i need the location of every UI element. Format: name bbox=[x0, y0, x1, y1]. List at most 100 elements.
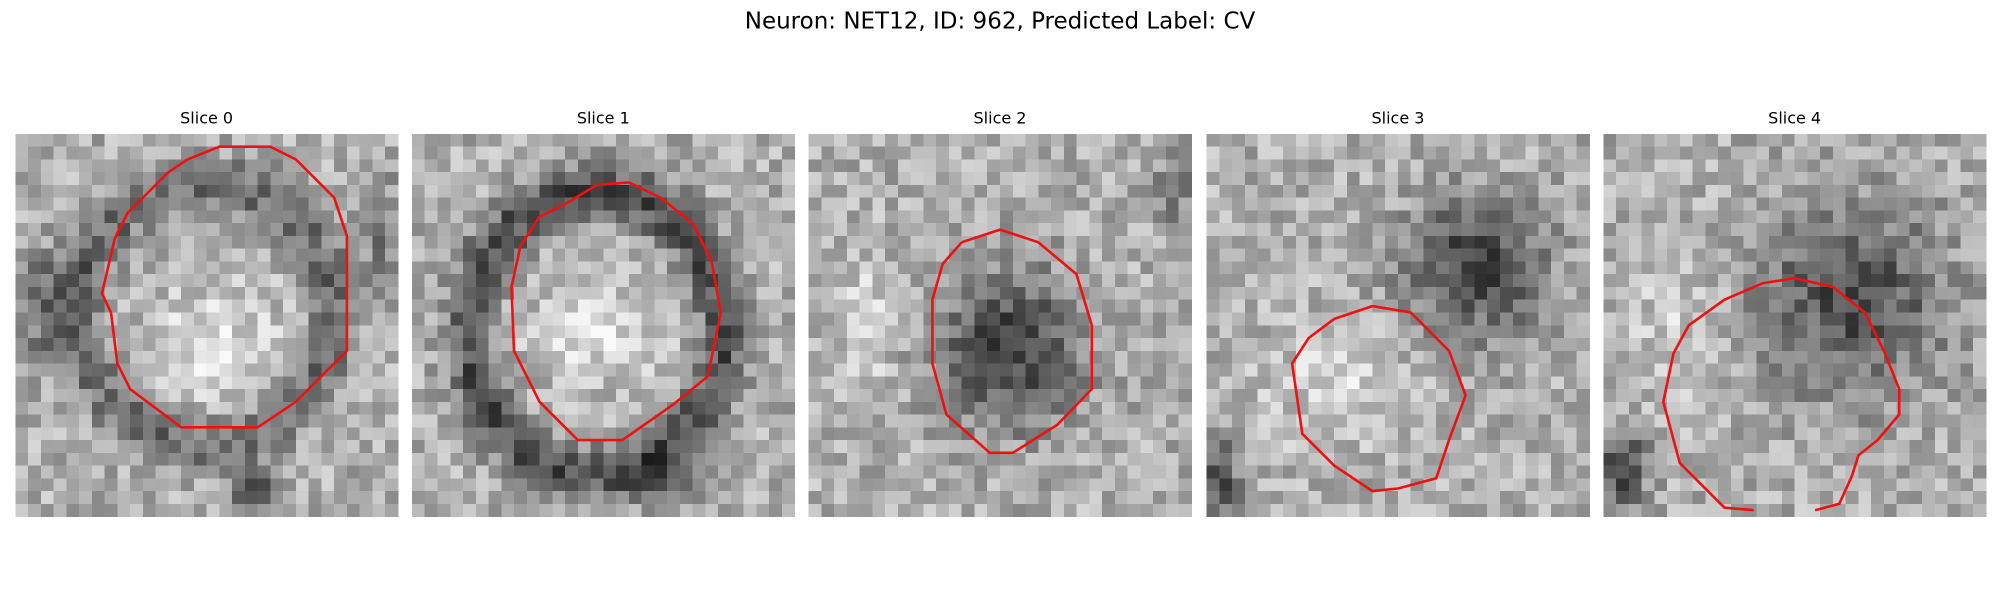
pixel bbox=[1178, 197, 1192, 211]
pixel bbox=[526, 363, 541, 377]
pixel bbox=[1232, 452, 1246, 467]
pixel bbox=[834, 363, 848, 377]
pixel bbox=[1563, 452, 1578, 467]
pixel bbox=[385, 172, 399, 186]
pixel bbox=[1743, 146, 1757, 160]
pixel bbox=[1500, 286, 1514, 301]
pixel bbox=[1781, 376, 1796, 390]
pixel bbox=[1423, 210, 1437, 224]
pixel bbox=[1436, 478, 1450, 492]
pixel bbox=[743, 376, 757, 390]
pixel bbox=[1461, 427, 1475, 441]
pixel bbox=[450, 465, 464, 479]
pixel bbox=[1769, 491, 1783, 505]
pixel bbox=[743, 299, 757, 313]
pixel bbox=[1397, 172, 1412, 186]
pixel bbox=[1102, 376, 1116, 390]
pixel bbox=[1012, 491, 1027, 505]
pixel bbox=[897, 159, 912, 173]
pixel bbox=[15, 210, 29, 224]
pixel bbox=[1410, 210, 1424, 224]
pixel bbox=[846, 491, 861, 505]
pixel bbox=[385, 363, 399, 377]
pixel bbox=[385, 389, 399, 403]
pixel bbox=[91, 312, 106, 326]
pixel bbox=[1603, 210, 1617, 224]
pixel bbox=[488, 376, 502, 390]
pixel bbox=[244, 286, 259, 301]
pixel bbox=[411, 184, 426, 199]
pixel bbox=[244, 414, 259, 428]
pixel bbox=[1436, 363, 1450, 377]
pixel bbox=[1654, 248, 1668, 262]
pixel bbox=[654, 414, 668, 428]
pixel bbox=[743, 452, 757, 467]
pixel bbox=[1832, 248, 1847, 262]
pixel bbox=[1616, 491, 1630, 505]
pixel bbox=[359, 465, 373, 479]
pixel bbox=[654, 274, 668, 288]
pixel bbox=[1038, 491, 1052, 505]
pixel bbox=[1474, 146, 1488, 160]
pixel bbox=[168, 184, 182, 199]
pixel bbox=[346, 427, 361, 441]
pixel bbox=[359, 197, 373, 211]
pixel bbox=[488, 133, 502, 148]
pixel bbox=[359, 248, 373, 262]
pixel bbox=[117, 235, 131, 250]
pixel bbox=[948, 376, 963, 390]
pixel bbox=[1089, 299, 1103, 313]
pixel bbox=[1922, 223, 1936, 237]
pixel bbox=[577, 401, 592, 416]
pixel bbox=[1922, 440, 1936, 454]
pixel bbox=[781, 286, 796, 301]
pixel bbox=[1219, 401, 1233, 416]
pixel bbox=[359, 350, 373, 365]
pixel bbox=[1321, 478, 1335, 492]
pixel bbox=[450, 401, 464, 416]
pixel bbox=[424, 172, 438, 186]
pixel bbox=[679, 261, 694, 275]
pixel bbox=[1461, 248, 1475, 262]
pixel bbox=[424, 376, 438, 390]
pixel bbox=[334, 478, 348, 492]
pixel bbox=[565, 440, 579, 454]
pixel bbox=[1525, 401, 1539, 416]
pixel bbox=[1883, 223, 1898, 237]
pixel bbox=[1127, 261, 1141, 275]
pixel bbox=[1794, 414, 1808, 428]
pixel bbox=[168, 401, 182, 416]
pixel bbox=[1922, 146, 1936, 160]
pixel bbox=[1769, 503, 1783, 518]
pixel bbox=[718, 184, 732, 199]
pixel bbox=[769, 159, 783, 173]
pixel bbox=[654, 503, 668, 518]
pixel bbox=[667, 503, 681, 518]
pixel bbox=[756, 503, 770, 518]
pixel bbox=[1616, 235, 1630, 250]
pixel bbox=[1807, 440, 1821, 454]
pixel bbox=[463, 350, 477, 365]
pixel bbox=[872, 261, 886, 275]
pixel bbox=[1114, 248, 1129, 262]
pixel bbox=[1102, 465, 1116, 479]
pixel bbox=[1178, 235, 1192, 250]
pixel bbox=[1461, 376, 1475, 390]
pixel bbox=[1692, 376, 1706, 390]
pixel bbox=[1730, 363, 1745, 377]
pixel bbox=[1794, 197, 1808, 211]
pixel bbox=[270, 325, 284, 339]
pixel bbox=[411, 350, 426, 365]
pixel bbox=[679, 223, 694, 237]
pixel bbox=[1705, 248, 1719, 262]
pixel bbox=[1308, 427, 1322, 441]
pixel bbox=[961, 261, 975, 275]
pixel bbox=[270, 146, 284, 160]
pixel bbox=[1000, 363, 1014, 377]
pixel bbox=[463, 325, 477, 339]
pixel bbox=[1178, 478, 1192, 492]
pixel bbox=[1525, 274, 1539, 288]
pixel bbox=[219, 465, 233, 479]
pixel bbox=[1525, 440, 1539, 454]
pixel bbox=[334, 235, 348, 250]
